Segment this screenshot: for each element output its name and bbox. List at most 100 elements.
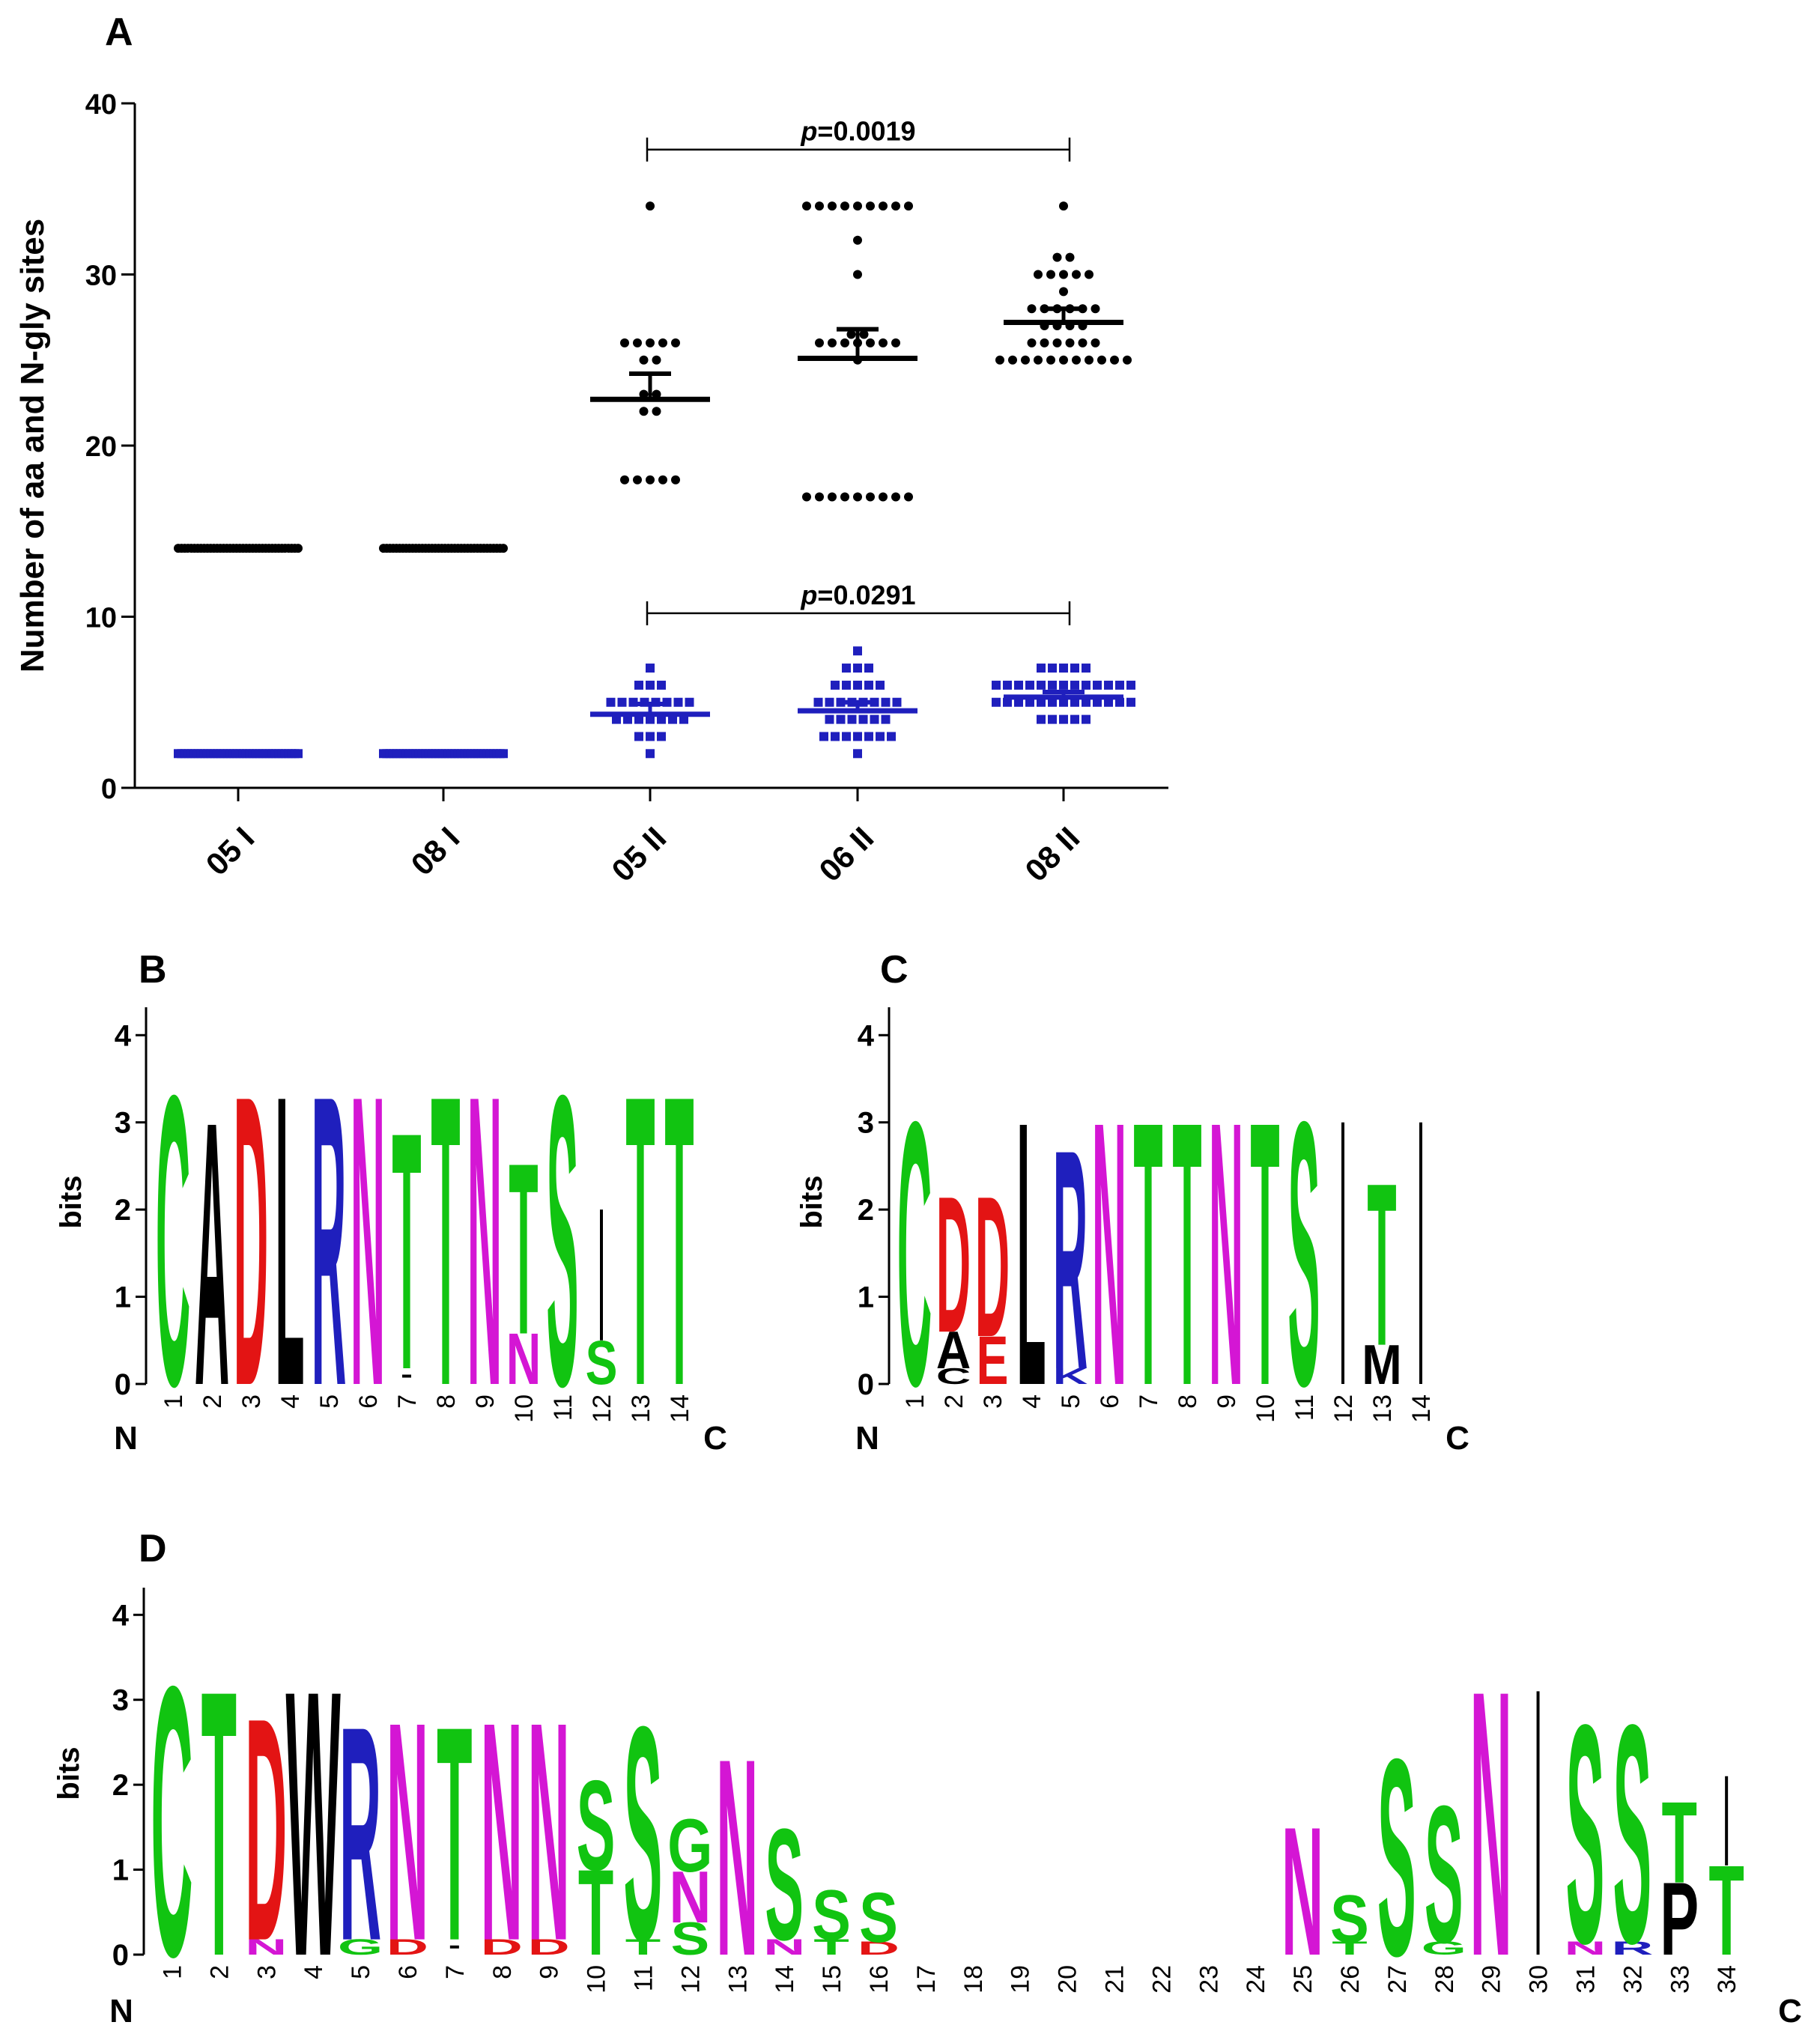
logo-letter: M — [1362, 1333, 1401, 1396]
logo-letter: N — [386, 1658, 428, 2006]
data-point — [1065, 338, 1075, 347]
data-point — [1059, 697, 1068, 707]
logo-letter: D — [234, 1010, 268, 1472]
position-label: 25 — [1289, 1965, 1317, 1994]
data-point — [657, 680, 666, 690]
logo-letter: S — [1613, 1661, 1651, 2009]
position-label: 32 — [1619, 1965, 1647, 1994]
logo-letter: D — [528, 1935, 570, 1960]
y-tick-label: 40 — [85, 89, 117, 121]
data-point — [1104, 697, 1113, 707]
logo-letter: N — [467, 1010, 502, 1472]
position-label: 18 — [959, 1965, 988, 1994]
data-point — [1014, 680, 1023, 690]
logo-y-tick-label: 4 — [115, 1019, 132, 1052]
data-point — [881, 714, 891, 724]
data-point — [1093, 697, 1102, 707]
logo-letter: R — [312, 1010, 346, 1472]
logo-letter: D — [245, 1652, 287, 2007]
data-point — [1070, 680, 1079, 690]
data-point — [1072, 270, 1081, 279]
data-point — [657, 732, 666, 741]
position-label: 10 — [510, 1394, 539, 1423]
data-point — [1027, 338, 1037, 347]
data-point — [840, 201, 849, 211]
data-point — [1052, 338, 1062, 347]
data-point — [499, 544, 508, 553]
data-point — [1027, 304, 1037, 314]
data-point — [634, 714, 643, 724]
logo-letter: T — [1332, 1938, 1367, 1958]
data-point — [1115, 697, 1124, 707]
data-point — [1048, 664, 1057, 673]
data-point — [1048, 697, 1057, 707]
data-point — [831, 732, 840, 741]
position-label: 12 — [1329, 1394, 1358, 1423]
logo-letter: N — [481, 1658, 523, 2006]
logo-letter: E — [977, 1321, 1009, 1398]
panel-b-c-terminus: C — [703, 1420, 727, 1457]
position-label: 3 — [252, 1965, 281, 1979]
data-point — [815, 338, 824, 347]
position-label: 14 — [666, 1394, 694, 1423]
data-point — [646, 475, 655, 485]
data-point — [1046, 270, 1055, 279]
data-point — [646, 338, 655, 347]
panel-b-label: B — [139, 948, 167, 992]
logo-y-tick-label: 0 — [858, 1368, 874, 1401]
data-point — [646, 749, 655, 759]
data-point — [802, 492, 811, 502]
logo-letter: N — [1470, 1611, 1512, 2035]
position-label: 8 — [488, 1965, 517, 1979]
data-point — [1104, 680, 1113, 690]
data-point — [847, 714, 857, 724]
position-label: 7 — [441, 1965, 470, 1979]
position-label: 6 — [1096, 1394, 1124, 1409]
logo-letter: S — [812, 1876, 851, 1955]
logo-letter: S — [577, 1754, 616, 1898]
logo-y-tick-label: 1 — [115, 1281, 131, 1314]
data-point — [673, 697, 683, 707]
position-label: 22 — [1147, 1965, 1176, 1994]
data-point — [1025, 697, 1034, 707]
position-label: 13 — [1368, 1394, 1397, 1423]
data-point — [1115, 680, 1124, 690]
position-label: 3 — [237, 1394, 266, 1409]
position-label: 13 — [627, 1394, 655, 1423]
data-point — [828, 492, 837, 502]
position-label: 19 — [1007, 1965, 1035, 1994]
panel-a-label: A — [105, 10, 133, 54]
data-point — [870, 714, 879, 724]
logo-letter: T — [664, 1010, 694, 1472]
data-point — [294, 749, 303, 759]
position-label: 2 — [940, 1394, 968, 1409]
data-point — [1097, 355, 1106, 365]
data-point — [891, 201, 900, 211]
data-point — [842, 664, 851, 673]
data-point — [1046, 355, 1055, 365]
logo-y-tick-label: 0 — [112, 1939, 129, 1972]
panel-c-y-axis-label: bits — [795, 1175, 828, 1228]
data-point — [1123, 355, 1132, 365]
data-point — [1093, 680, 1102, 690]
position-label: 33 — [1666, 1965, 1694, 1994]
logo-y-tick-label: 3 — [858, 1107, 874, 1140]
position-label: 5 — [347, 1965, 375, 1979]
position-label: 12 — [588, 1394, 616, 1423]
data-point — [866, 492, 875, 502]
data-point — [1082, 680, 1091, 690]
y-tick-label: 0 — [101, 774, 117, 805]
position-label: 26 — [1336, 1965, 1365, 1994]
data-point — [620, 475, 629, 485]
p-value-number: =0.0291 — [817, 580, 915, 610]
logo-letter: C — [936, 1364, 971, 1389]
y-tick-label: 30 — [85, 261, 117, 292]
data-point — [853, 201, 862, 211]
position-label: 23 — [1195, 1965, 1223, 1994]
p-value-prefix: p — [800, 580, 817, 610]
position-label: 27 — [1383, 1965, 1412, 1994]
logo-letter: T — [578, 1845, 613, 1982]
data-point — [623, 714, 632, 724]
